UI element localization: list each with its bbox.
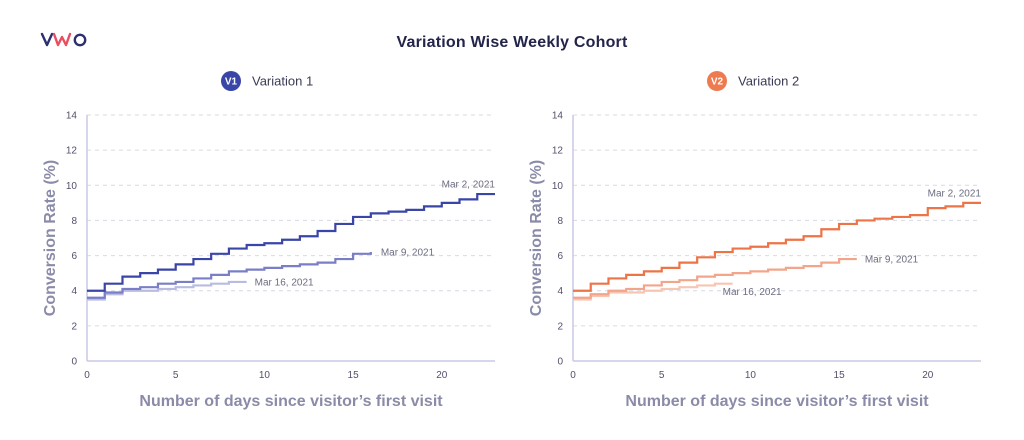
y-tick-label: 10	[552, 181, 564, 192]
series-label-2: Mar 16, 2021	[255, 277, 314, 288]
series-line-1	[87, 252, 372, 299]
x-tick-label: 0	[570, 370, 576, 381]
chart-title: Variation Wise Weekly Cohort	[396, 34, 628, 51]
legend-badge	[707, 71, 727, 91]
y-tick-label: 6	[71, 251, 77, 262]
y-axis-title: Conversion Rate (%)	[42, 160, 59, 316]
y-tick-label: 0	[557, 357, 563, 368]
series-line-2	[87, 280, 247, 301]
legend-badge-text: V2	[711, 77, 724, 88]
x-tick-label: 10	[259, 370, 271, 381]
y-tick-label: 12	[552, 146, 564, 157]
y-tick-label: 12	[66, 146, 78, 157]
y-tick-label: 14	[552, 111, 564, 122]
y-tick-label: 2	[71, 321, 77, 332]
x-tick-label: 20	[922, 370, 934, 381]
x-tick-label: 5	[173, 370, 179, 381]
y-tick-label: 4	[557, 286, 563, 297]
x-tick-label: 15	[348, 370, 360, 381]
x-tick-label: 0	[84, 370, 90, 381]
series-line-0	[573, 201, 981, 292]
y-tick-label: 10	[66, 181, 78, 192]
series-line-0	[87, 192, 495, 292]
y-tick-label: 0	[71, 357, 77, 368]
series-line-1	[573, 257, 857, 299]
y-tick-label: 8	[557, 216, 563, 227]
series-label-0: Mar 2, 2021	[442, 180, 496, 191]
x-tick-label: 10	[745, 370, 757, 381]
legend-label: Variation 2	[738, 74, 799, 89]
y-tick-label: 14	[66, 111, 78, 122]
series-line-2	[573, 282, 733, 301]
y-tick-label: 6	[557, 251, 563, 262]
x-tick-label: 20	[436, 370, 448, 381]
legend-badge	[221, 71, 241, 91]
legend-label: Variation 1	[252, 74, 313, 89]
y-tick-label: 2	[557, 321, 563, 332]
series-label-2: Mar 16, 2021	[723, 287, 782, 298]
x-axis-title: Number of days since visitor’s first vis…	[625, 393, 929, 410]
series-label-1: Mar 9, 2021	[865, 255, 919, 266]
series-label-0: Mar 2, 2021	[928, 188, 982, 199]
x-tick-label: 5	[659, 370, 665, 381]
y-axis-title: Conversion Rate (%)	[528, 160, 545, 316]
legend-badge-text: V1	[225, 77, 238, 88]
x-axis-title: Number of days since visitor’s first vis…	[139, 393, 443, 410]
y-tick-label: 4	[71, 286, 77, 297]
series-label-1: Mar 9, 2021	[381, 248, 435, 259]
vwo-logo	[40, 32, 87, 47]
y-tick-label: 8	[71, 216, 77, 227]
x-tick-label: 15	[834, 370, 846, 381]
